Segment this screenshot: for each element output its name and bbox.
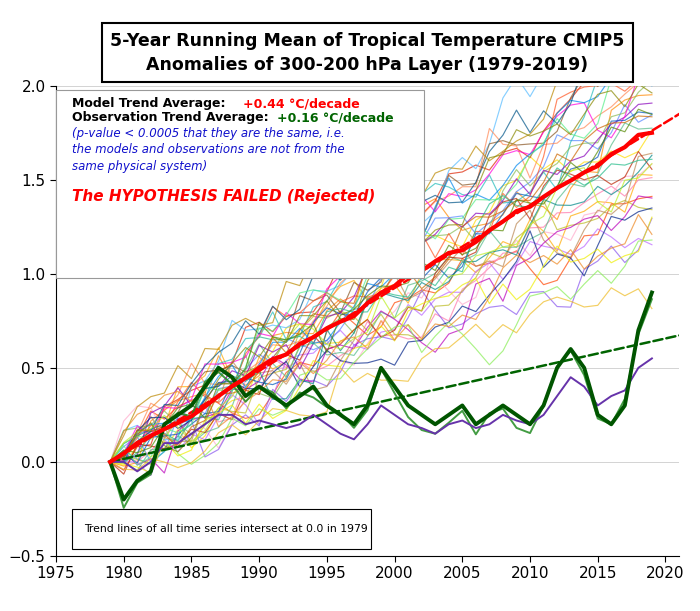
- Text: Model Trend Average:: Model Trend Average:: [71, 97, 230, 111]
- Title: 5-Year Running Mean of Tropical Temperature CMIP5
Anomalies of 300-200 hPa Layer: 5-Year Running Mean of Tropical Temperat…: [111, 32, 624, 74]
- Text: Trend lines of all time series intersect at 0.0 in 1979: Trend lines of all time series intersect…: [84, 524, 368, 534]
- Text: +0.16 °C/decade: +0.16 °C/decade: [277, 111, 394, 125]
- FancyBboxPatch shape: [56, 90, 424, 279]
- Text: Observation Trend Average:: Observation Trend Average:: [71, 111, 272, 125]
- Text: +0.44 °C/decade: +0.44 °C/decade: [243, 97, 360, 111]
- Text: (p-value < 0.0005 that they are the same, i.e.
the models and observations are n: (p-value < 0.0005 that they are the same…: [71, 127, 344, 173]
- FancyBboxPatch shape: [71, 509, 370, 549]
- Text: The HYPOTHESIS FAILED (Rejected): The HYPOTHESIS FAILED (Rejected): [71, 189, 375, 204]
